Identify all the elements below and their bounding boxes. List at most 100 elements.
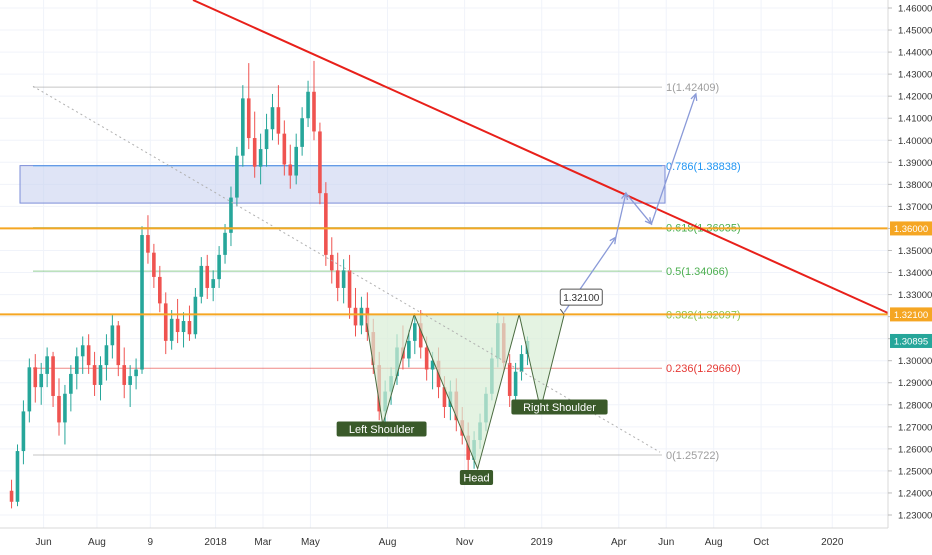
candle-body [187,321,192,335]
candle-body [430,360,435,370]
candle-body [300,118,304,147]
fib-level-label: 1(1.42409) [666,82,719,94]
candle-body [205,265,210,288]
fib-level-label: 0(1.25722) [666,450,719,462]
x-tick-label: Apr [611,537,627,548]
price-tag-box [890,333,932,348]
candle-body [312,91,316,132]
x-tick-label: May [301,537,320,548]
projection-arrow-head [690,92,698,101]
candle-body [146,235,150,253]
x-tick-label: Aug [705,537,723,548]
y-tick-label: 1.40000 [898,136,932,147]
candle-body [241,98,245,156]
projection-arrow-head [609,236,617,245]
candle-body [163,303,168,341]
y-tick-label: 1.33000 [898,290,932,301]
candle-body [92,365,97,385]
candle-body [507,362,512,396]
candle-body [418,323,423,348]
fib-level-label: 0.236(1.29660) [666,363,741,375]
candle-body [140,235,144,370]
price-tag-box [890,307,932,322]
price-callout-box [559,288,603,306]
candle-body [412,323,417,341]
x-tick-label: Oct [753,537,769,548]
candle-body [80,345,85,357]
candle-body [223,232,227,255]
candle-body [329,254,334,271]
candle-body [69,373,73,394]
y-tick-label: 1.30000 [898,356,932,367]
candle-body [175,318,180,333]
candle-body [158,276,162,304]
x-tick-label: Nov [456,537,474,548]
candle-body [264,129,269,150]
y-tick-label: 1.29000 [898,378,932,389]
candle-body [98,365,103,385]
y-tick-label: 1.41000 [898,114,932,125]
candle-body [288,164,293,176]
x-tick-label: Mar [254,537,272,548]
candle-body [104,345,109,366]
hs-pattern-fill [366,314,565,469]
x-tick-label: Aug [379,537,397,548]
x-tick-label: Jun [36,537,52,548]
price-tag-label: 1.32100 [894,310,928,321]
candle-body [15,451,20,502]
pattern-label: Right Shoulder [523,402,596,414]
fib-level-label: 0.5(1.34066) [666,266,728,278]
candle-body [169,318,174,341]
candle-body [199,265,204,297]
candle-body [122,365,127,385]
pattern-label-box [459,470,494,486]
x-tick-label: 2020 [821,537,844,548]
descending-trendline [192,0,889,314]
y-tick-label: 1.24000 [898,488,932,499]
candle-body [258,149,263,167]
candle-body [318,131,322,194]
candle-body [324,193,328,255]
candle-body [466,435,470,460]
y-tick-label: 1.45000 [898,26,932,37]
y-tick-label: 1.23000 [898,511,932,522]
fib-level-label: 0.786(1.38838) [666,161,741,173]
pattern-label-box [511,399,608,415]
candle-body [116,325,121,366]
candle-body [74,356,79,374]
candle-body [45,356,49,374]
candle-body [294,146,298,176]
x-tick-label: Jun [658,537,674,548]
candle-body [57,395,61,423]
candle-body [252,138,257,167]
y-tick-label: 1.46000 [898,4,932,15]
candle-body [353,307,358,326]
candle-body [128,376,132,385]
fib-level-label: 0.382(1.32097) [666,309,741,321]
candle-body [335,270,340,288]
y-tick-label: 1.43000 [898,70,932,81]
y-tick-label: 1.25000 [898,466,932,477]
candle-body [282,133,287,165]
price-tag-label: 1.30895 [894,336,928,347]
callout-leader [559,308,565,315]
candle-body [51,356,55,396]
candle-body [270,107,275,130]
y-tick-label: 1.44000 [898,48,932,59]
y-tick-label: 1.42000 [898,92,932,103]
candle-body [181,321,186,333]
y-tick-label: 1.37000 [898,202,932,213]
candle-body [193,296,198,335]
projection-arrow-head [644,217,653,226]
candle-body [424,347,429,370]
supply-zone [19,165,666,204]
dotted-trend-line [32,85,661,453]
x-axis-panel [0,528,888,550]
candle-body [9,490,14,502]
candle-body [347,270,352,308]
candle-body [306,91,310,119]
x-tick-label: 2019 [531,537,554,548]
candle-body [442,387,447,407]
candle-body [211,279,215,288]
